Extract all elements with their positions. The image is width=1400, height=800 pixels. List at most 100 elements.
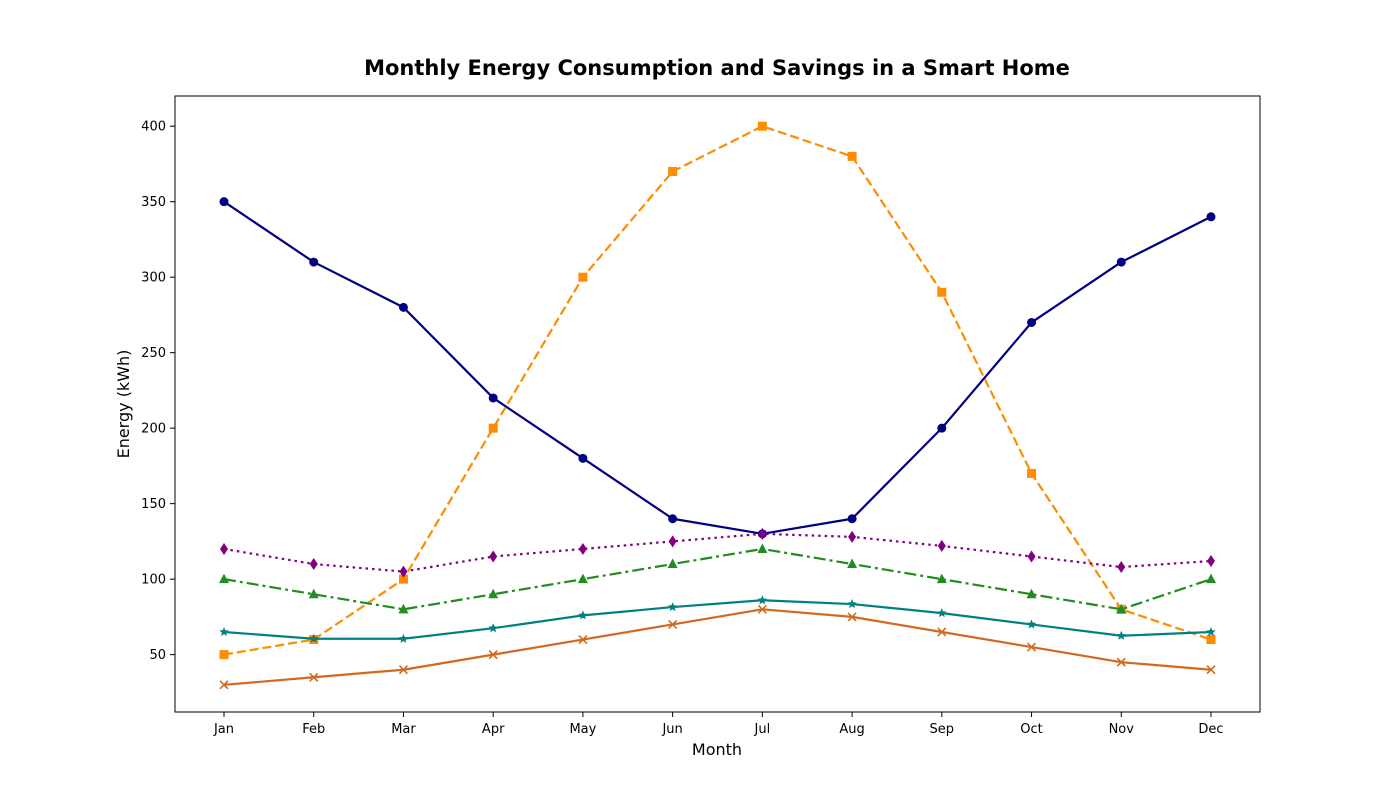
data-point: [847, 612, 857, 622]
series-line: [223, 532, 1212, 573]
data-point: [1117, 561, 1126, 574]
data-point: [847, 599, 857, 609]
x-tick-label: Dec: [1198, 722, 1223, 737]
series-3: [220, 527, 1215, 578]
data-point: [1026, 588, 1037, 599]
data-point: [398, 302, 408, 312]
data-point: [488, 393, 498, 403]
data-point: [1206, 635, 1216, 645]
data-point: [847, 558, 858, 569]
y-tick-label: 350: [141, 195, 166, 210]
data-point: [220, 542, 228, 555]
data-point: [578, 610, 588, 620]
data-point: [578, 634, 588, 645]
data-point: [1027, 550, 1036, 563]
data-point: [1207, 555, 1215, 568]
x-tick-label: May: [569, 722, 596, 737]
x-axis-ticks: Jan Feb Mar Apr May Jun Jul Aug Sep Oct Nov Dec: [213, 712, 1224, 737]
data-point: [757, 543, 768, 553]
x-tick-label: Jan: [213, 722, 234, 737]
y-tick-label: 400: [141, 120, 166, 135]
series-4: [219, 543, 1216, 614]
x-tick-label: Mar: [391, 722, 416, 737]
data-point: [1116, 630, 1127, 640]
data-point: [668, 166, 678, 176]
data-point: [488, 423, 498, 433]
data-point: [847, 151, 857, 161]
data-point: [758, 527, 767, 540]
data-point: [757, 121, 767, 131]
data-point: [757, 595, 768, 605]
data-point: [668, 619, 678, 629]
data-point: [398, 665, 409, 675]
data-point: [398, 633, 409, 643]
data-point: [578, 453, 588, 463]
data-point: [309, 257, 319, 267]
series-5: [219, 595, 1216, 643]
data-point: [1116, 257, 1126, 267]
data-point: [667, 602, 678, 612]
y-tick-label: 50: [149, 648, 166, 663]
data-point: [668, 535, 677, 548]
data-point: [937, 423, 947, 433]
x-tick-label: Oct: [1020, 722, 1042, 737]
data-point: [309, 558, 318, 571]
data-point: [667, 558, 678, 569]
data-point: [1027, 317, 1037, 327]
x-tick-label: Apr: [482, 722, 505, 737]
x-tick-label: Jul: [754, 722, 771, 737]
data-point: [577, 573, 588, 584]
data-point: [578, 272, 588, 282]
x-tick-label: Aug: [839, 722, 864, 737]
y-axis-label: Energy (kWh): [114, 350, 133, 459]
data-point: [1206, 212, 1216, 222]
data-point: [219, 626, 229, 637]
data-point: [399, 565, 408, 578]
chart-title: Monthly Energy Consumption and Savings i…: [364, 56, 1070, 80]
data-point: [219, 573, 229, 584]
data-point: [488, 650, 498, 660]
x-tick-label: Sep: [930, 722, 955, 737]
series-layer: [219, 121, 1216, 690]
data-point: [937, 627, 947, 637]
data-point: [578, 542, 587, 555]
data-point: [937, 608, 947, 618]
data-point: [309, 672, 319, 682]
data-point: [308, 588, 319, 599]
data-point: [1206, 626, 1216, 637]
data-point: [308, 633, 319, 643]
data-point: [668, 514, 678, 524]
series-6: [219, 604, 1216, 690]
data-point: [219, 680, 229, 690]
series-line: [223, 125, 1212, 656]
data-point: [219, 197, 229, 207]
y-tick-label: 200: [141, 422, 166, 437]
data-point: [1116, 657, 1126, 667]
data-point: [1116, 603, 1127, 614]
y-axis-ticks: 50 100 150 200 250 300 350 400: [141, 120, 175, 663]
data-point: [937, 539, 946, 552]
plot-area: [174, 95, 1261, 713]
data-point: [937, 287, 947, 297]
x-tick-label: Jun: [661, 722, 682, 737]
data-point: [488, 588, 499, 599]
data-point: [1206, 573, 1216, 584]
data-point: [847, 514, 857, 524]
y-tick-label: 300: [141, 271, 166, 286]
data-point: [1206, 665, 1216, 675]
y-tick-label: 250: [141, 346, 166, 361]
data-point: [757, 604, 767, 614]
series-line: [223, 608, 1212, 686]
y-tick-label: 150: [141, 497, 166, 512]
data-point: [936, 573, 947, 584]
series-line: [223, 547, 1212, 611]
series-line: [223, 200, 1212, 535]
x-tick-label: Nov: [1109, 722, 1135, 737]
data-point: [1026, 642, 1037, 652]
data-point: [488, 623, 498, 633]
y-tick-label: 100: [141, 573, 166, 588]
series-line: [223, 599, 1212, 640]
data-point: [398, 603, 409, 614]
data-point: [1027, 468, 1037, 478]
